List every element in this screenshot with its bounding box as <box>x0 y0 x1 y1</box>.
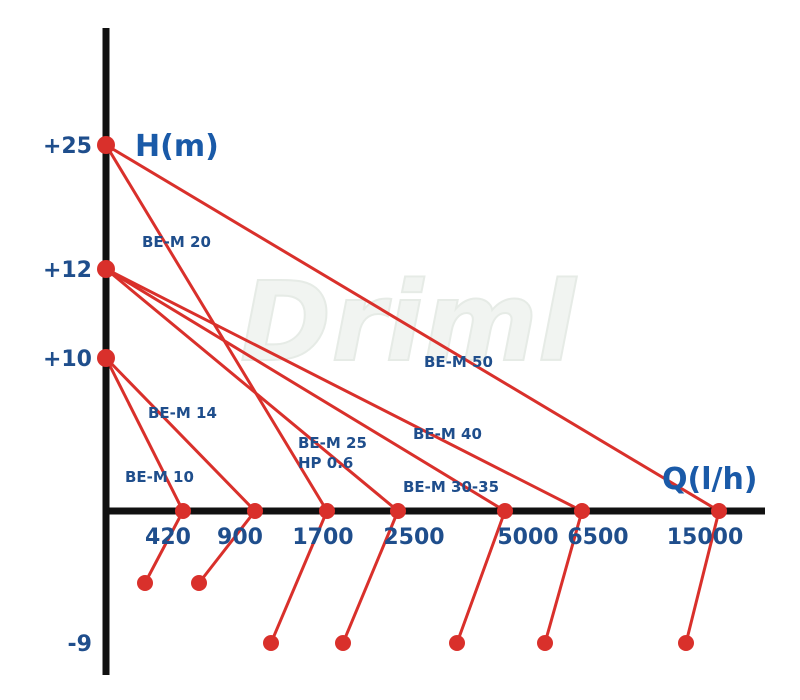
curve-lines <box>104 143 721 644</box>
suction-point <box>537 635 553 651</box>
flow-point <box>497 503 513 519</box>
x-tick-label: 6500 <box>567 525 628 550</box>
curve-line <box>104 356 257 513</box>
flow-point <box>390 503 406 519</box>
suction-point <box>263 635 279 651</box>
y-tick-point <box>97 136 115 154</box>
suction-line <box>341 510 400 644</box>
x-tick-label: 5000 <box>497 525 558 550</box>
y-axis-title: H(m) <box>135 129 219 164</box>
y-tick-point <box>97 349 115 367</box>
x-axis-title: Q(l/h) <box>662 462 758 497</box>
curve-label-line: BE-M 50 <box>424 353 493 371</box>
curve-line <box>105 267 506 513</box>
flow-point <box>574 503 590 519</box>
curve-label: BE-M 10 <box>125 468 194 486</box>
suction-point <box>449 635 465 651</box>
suction-point <box>191 575 207 591</box>
chart-labels: +25 +12 +10 -9 420 900 1700 2500 5000 6500 15000 BE… <box>43 134 743 657</box>
y-tick-label: +12 <box>43 258 92 283</box>
curve-label: BE-M 14 <box>148 404 217 422</box>
curve-label: BE-M 50 <box>424 353 493 371</box>
curve-line <box>105 267 399 513</box>
suction-point <box>678 635 694 651</box>
flow-point <box>247 503 263 519</box>
y-tick-label: +10 <box>43 347 92 372</box>
curve-line <box>105 143 720 513</box>
suction-line <box>684 510 721 644</box>
suction-point <box>137 575 153 591</box>
curve-line <box>105 267 583 513</box>
curve-points <box>97 136 727 651</box>
y-tick-label: +25 <box>43 134 92 159</box>
curve-label-line: BE-M 40 <box>413 425 482 443</box>
curve-label: BE-M 40 <box>413 425 482 443</box>
curve-label-line: BE-M 25 <box>298 434 367 452</box>
flow-point <box>711 503 727 519</box>
curve-label-line: BE-M 10 <box>125 468 194 486</box>
flow-point <box>175 503 191 519</box>
suction-line <box>197 510 257 584</box>
y-tick-label: -9 <box>68 632 92 657</box>
x-tick-label: 900 <box>217 525 263 550</box>
suction-point <box>335 635 351 651</box>
suction-line <box>543 510 584 644</box>
curve-label-line: BE-M 14 <box>148 404 217 422</box>
x-tick-label: 420 <box>145 525 191 550</box>
curve-label-line: BE-M 30-35 <box>403 478 499 496</box>
suction-line <box>455 510 507 644</box>
watermark-text: Driml <box>240 258 577 386</box>
x-tick-label: 1700 <box>292 525 353 550</box>
curve-label: BE-M 20 <box>142 233 211 251</box>
suction-line <box>143 510 185 584</box>
curve-label: BE-M 25 HP 0.6 <box>298 434 367 472</box>
flow-point <box>319 503 335 519</box>
y-tick-point <box>97 260 115 278</box>
suction-line <box>269 510 329 644</box>
curve-line <box>104 357 185 512</box>
x-tick-label: 15000 <box>667 525 744 550</box>
curve-line <box>104 144 329 512</box>
x-tick-label: 2500 <box>383 525 444 550</box>
curve-label: BE-M 30-35 <box>403 478 499 496</box>
curve-label-line: BE-M 20 <box>142 233 211 251</box>
curve-label-line: HP 0.6 <box>298 454 353 472</box>
